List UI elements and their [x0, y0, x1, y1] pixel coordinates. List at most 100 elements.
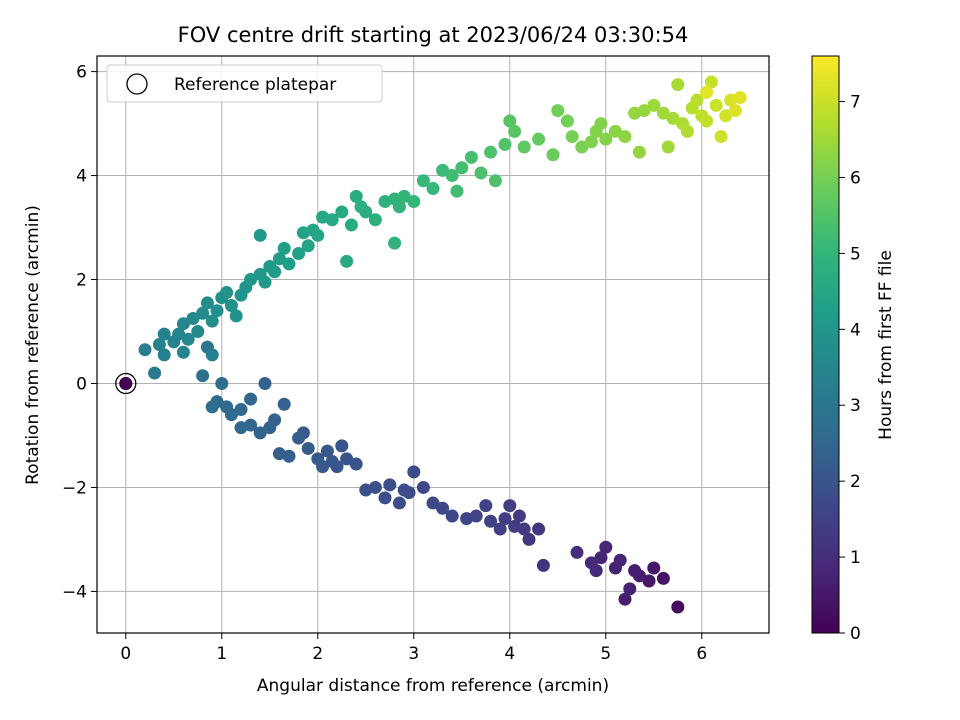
data-point — [268, 265, 282, 279]
data-point — [455, 161, 469, 175]
x-tick-label: 0 — [120, 644, 131, 664]
data-point — [536, 558, 550, 572]
data-point — [532, 522, 546, 536]
data-point — [349, 457, 363, 471]
reference-platepar-marker — [115, 372, 137, 395]
data-point — [272, 252, 286, 266]
y-tick-label: 4 — [76, 167, 87, 187]
data-point — [532, 132, 546, 146]
colorbar-gradient — [811, 55, 840, 634]
data-point — [301, 239, 315, 253]
data-point — [594, 117, 608, 131]
data-point — [570, 545, 584, 559]
data-point — [618, 130, 632, 144]
data-point — [719, 109, 733, 123]
data-point — [464, 150, 478, 164]
data-point — [450, 184, 464, 198]
data-point — [728, 104, 742, 118]
data-point — [671, 78, 685, 92]
y-tick-label: −2 — [62, 478, 87, 498]
y-tick-label: 0 — [76, 374, 87, 394]
data-point — [282, 257, 296, 271]
x-tick-label: 1 — [216, 644, 227, 664]
colorbar-tick-label: 1 — [850, 548, 861, 568]
data-point — [244, 392, 258, 406]
data-point — [258, 376, 272, 390]
data-point — [152, 338, 166, 351]
colorbar-tick-label: 5 — [850, 244, 861, 264]
data-point — [407, 465, 421, 479]
data-point — [335, 205, 349, 219]
data-point — [503, 499, 517, 513]
data-point — [426, 182, 440, 196]
data-point — [340, 452, 354, 466]
data-point — [277, 397, 291, 411]
y-tick-label: 6 — [76, 63, 87, 83]
data-point — [388, 236, 402, 250]
data-point — [205, 348, 219, 362]
data-point — [704, 75, 718, 89]
data-point — [690, 93, 704, 107]
data-points — [115, 75, 747, 614]
data-point — [320, 444, 334, 458]
y-tick-label: −4 — [62, 582, 87, 602]
data-point — [229, 309, 243, 323]
data-point — [253, 426, 267, 440]
data-point — [359, 483, 373, 497]
data-point — [445, 509, 459, 523]
chart-title: FOV centre drift starting at 2023/06/24 … — [178, 23, 689, 47]
data-point — [157, 327, 171, 341]
data-point — [560, 114, 574, 128]
data-point — [344, 218, 358, 232]
data-point — [656, 106, 670, 120]
data-point — [210, 304, 224, 318]
x-tick-label: 4 — [504, 644, 515, 664]
data-point — [632, 145, 646, 159]
data-point — [416, 480, 430, 494]
data-point — [733, 91, 747, 105]
legend: Reference platepar — [106, 64, 383, 103]
x-tick-label: 5 — [600, 644, 611, 664]
x-tick-label: 3 — [408, 644, 419, 664]
legend-box — [106, 64, 383, 103]
data-point — [632, 569, 646, 583]
data-point — [522, 532, 536, 546]
data-point — [637, 104, 651, 118]
data-point — [671, 600, 685, 614]
data-point — [157, 348, 171, 362]
data-point — [445, 169, 459, 183]
data-point — [349, 189, 363, 203]
data-point — [714, 130, 728, 144]
data-point — [407, 195, 421, 209]
data-point — [546, 148, 560, 162]
data-point — [359, 205, 373, 219]
data-point — [263, 421, 277, 435]
plot-frame — [96, 55, 770, 634]
data-point — [503, 114, 517, 128]
data-point — [575, 140, 589, 154]
colorbar-tick-label: 3 — [850, 396, 861, 416]
data-point — [224, 299, 238, 313]
data-point — [508, 519, 522, 533]
data-point — [383, 478, 397, 492]
data-point — [613, 553, 627, 567]
data-point — [680, 124, 694, 138]
data-point — [709, 98, 723, 112]
data-point — [325, 454, 339, 468]
data-point — [436, 501, 450, 515]
data-point — [220, 286, 234, 300]
data-point — [176, 345, 190, 359]
data-point — [474, 166, 488, 180]
data-point — [512, 509, 526, 523]
data-point — [647, 98, 661, 112]
data-point — [392, 496, 406, 510]
data-point — [311, 452, 325, 466]
data-point — [642, 574, 656, 588]
data-point — [181, 332, 195, 346]
x-tick-label: 2 — [312, 644, 323, 664]
colorbar-tick-label: 0 — [850, 624, 861, 644]
data-point — [205, 400, 219, 414]
colorbar-tick-label: 4 — [850, 320, 861, 340]
y-tick-label: 2 — [76, 271, 87, 291]
